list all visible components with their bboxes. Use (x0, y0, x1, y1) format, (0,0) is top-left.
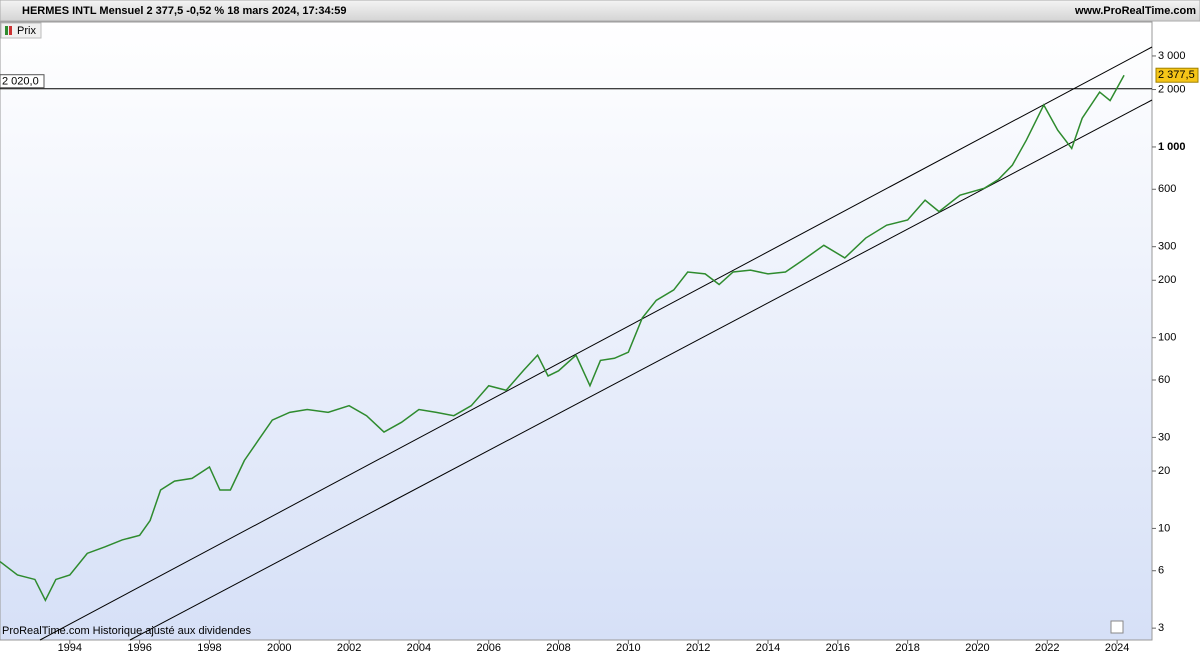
y-tick-label: 300 (1158, 241, 1176, 253)
trend-channel-upper[interactable] (39, 46, 1153, 641)
y-tick-label: 200 (1158, 274, 1176, 286)
x-tick-label: 1994 (58, 642, 82, 654)
chart-title: HERMES INTL Mensuel 2 377,5 -0,52 % 18 m… (22, 5, 346, 17)
x-tick-label: 2004 (407, 642, 431, 654)
trend-channel-lower[interactable] (129, 99, 1153, 641)
x-tick-label: 2014 (756, 642, 780, 654)
y-tick-label: 20 (1158, 465, 1170, 477)
legend-label: Prix (17, 25, 36, 37)
x-tick-label: 2016 (826, 642, 850, 654)
price-line (0, 74, 1125, 602)
source[interactable]: www.ProRealTime.com (1074, 5, 1196, 17)
y-tick-label: 1 000 (1158, 141, 1186, 153)
level-label-box (0, 74, 45, 89)
header-bar (0, 0, 1200, 22)
y-tick-label: 3 000 (1158, 50, 1186, 62)
x-tick-label: 2012 (686, 642, 710, 654)
x-tick-label: 2022 (1035, 642, 1059, 654)
x-tick-label: 2020 (965, 642, 989, 654)
last-price-box (1155, 67, 1199, 83)
x-tick-label: 2018 (895, 642, 919, 654)
level-label: 2 020,0 (2, 76, 39, 88)
last-price-label: 2 377,5 (1158, 69, 1195, 81)
footer-note: ProRealTime.com Historique ajusté aux di… (2, 625, 252, 637)
y-tick-label: 600 (1158, 183, 1176, 195)
legend-swatch (9, 26, 12, 35)
x-tick-label: 2010 (616, 642, 640, 654)
y-tick-label: 100 (1158, 332, 1176, 344)
y-tick-label: 60 (1158, 374, 1170, 386)
x-tick-label: 1996 (127, 642, 151, 654)
x-tick-label: 2006 (476, 642, 500, 654)
y-tick-label: 2 000 (1158, 83, 1186, 95)
info-icon[interactable] (1110, 620, 1124, 634)
x-tick-label: 1998 (197, 642, 221, 654)
x-tick-label: 2008 (546, 642, 570, 654)
x-tick-label: 2002 (337, 642, 361, 654)
y-tick-label: 10 (1158, 522, 1170, 534)
x-tick-label: 2000 (267, 642, 291, 654)
x-tick-label: 2024 (1105, 642, 1129, 654)
y-tick-label: 6 (1158, 565, 1164, 577)
plot-area (0, 21, 1153, 641)
legend-swatch (5, 26, 8, 35)
y-tick-label: 3 (1158, 622, 1164, 634)
y-tick-label: 30 (1158, 431, 1170, 443)
